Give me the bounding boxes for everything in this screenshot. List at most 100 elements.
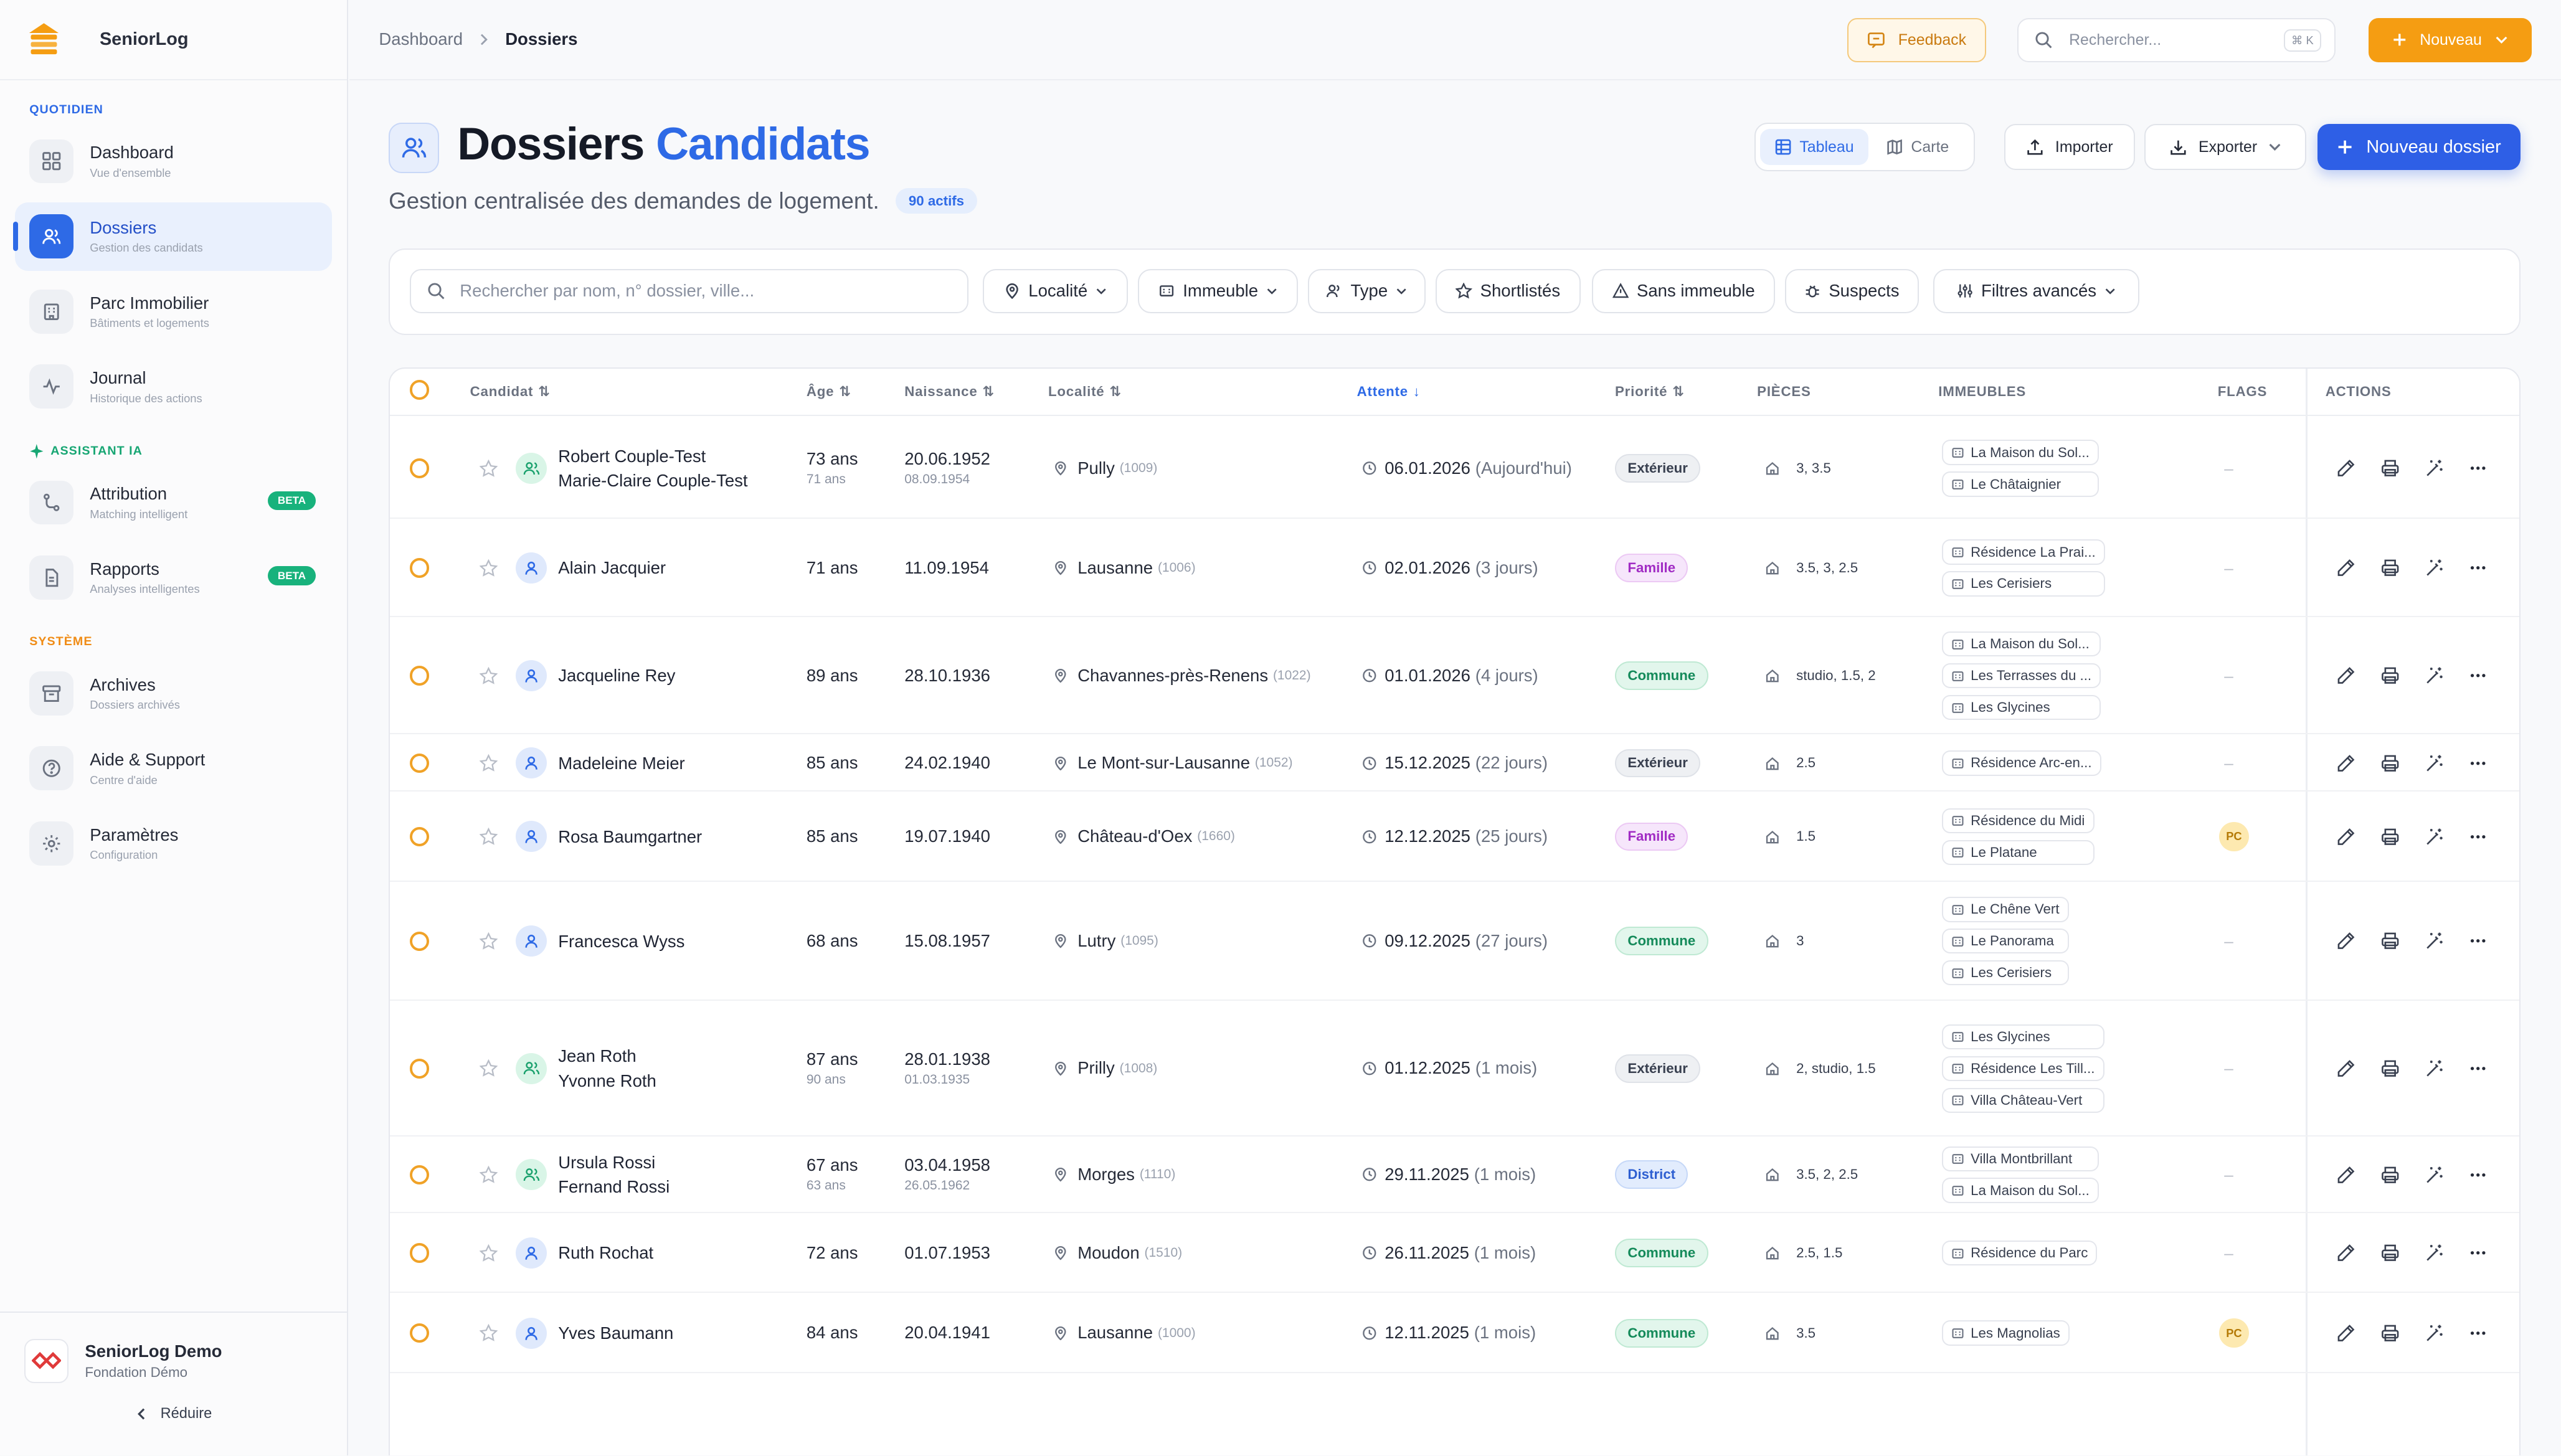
candidate-names[interactable]: Ruth Rochat (558, 1241, 653, 1265)
sidebar-item-archives[interactable]: Archives Dossiers archivés (15, 659, 332, 727)
building-chip[interactable]: La Maison du Sol... (1941, 631, 2101, 657)
magic-wand-icon[interactable] (2422, 1321, 2446, 1345)
shortlist-toggle[interactable] (476, 617, 501, 735)
sidebar-item-dashboard[interactable]: Dashboard Vue d'ensemble (15, 127, 332, 196)
collapse-sidebar-button[interactable]: Réduire (0, 1406, 348, 1422)
print-icon[interactable] (2378, 456, 2402, 480)
building-chip[interactable]: Villa Montbrillant (1941, 1146, 2099, 1171)
print-icon[interactable] (2378, 1163, 2402, 1187)
building-chip[interactable]: Résidence La Prai... (1941, 539, 2105, 565)
candidate-names[interactable]: Francesca Wyss (558, 929, 684, 953)
new-dossier-button[interactable]: Nouveau dossier (2317, 124, 2521, 170)
header-attente[interactable]: Attente ↓ (1357, 384, 1421, 400)
more-icon[interactable] (2466, 825, 2490, 849)
print-icon[interactable] (2378, 1056, 2402, 1080)
header-localite[interactable]: Localité ⇅ (1048, 384, 1122, 400)
candidate-cell[interactable]: Alain Jacquier (558, 519, 666, 617)
candidate-cell[interactable]: Francesca Wyss (558, 882, 684, 1001)
table-row[interactable]: Francesca Wyss 68 ans 15.08.1957 Lutry (1095… (390, 882, 2519, 1001)
print-icon[interactable] (2378, 1241, 2402, 1265)
print-icon[interactable] (2378, 825, 2402, 849)
candidate-cell[interactable]: Yves Baumann (558, 1293, 673, 1373)
candidate-cell[interactable]: Jean Roth Yvonne Roth (558, 1001, 656, 1137)
building-chip[interactable]: Le Platane (1941, 839, 2095, 866)
table-row[interactable]: Robert Couple-Test Marie-Claire Couple-Te… (390, 418, 2519, 519)
magic-wand-icon[interactable] (2422, 555, 2446, 580)
header-age[interactable]: Âge ⇅ (807, 384, 851, 400)
brand[interactable]: SeniorLog (0, 0, 347, 80)
building-chip[interactable]: Les Glycines (1941, 1024, 2104, 1050)
building-chip[interactable]: La Maison du Sol... (1941, 1178, 2099, 1203)
building-chip[interactable]: Le Panorama (1941, 929, 2069, 954)
shortlist-toggle[interactable] (476, 792, 501, 881)
sidebar-item-journal[interactable]: Journal Historique des actions (15, 352, 332, 421)
more-icon[interactable] (2466, 555, 2490, 580)
print-icon[interactable] (2378, 1321, 2402, 1345)
table-row[interactable]: Jean Roth Yvonne Roth 87 ans 90 ans 28.01.19… (390, 1001, 2519, 1137)
print-icon[interactable] (2378, 751, 2402, 775)
sidebar-item-parc-immobilier[interactable]: Parc Immobilier Bâtiments et logements (15, 277, 332, 346)
print-icon[interactable] (2378, 663, 2402, 688)
candidate-cell[interactable]: Madeleine Meier (558, 735, 684, 792)
filter-type[interactable]: Type (1307, 269, 1426, 313)
breadcrumb-dashboard[interactable]: Dashboard (379, 29, 463, 49)
more-icon[interactable] (2466, 1321, 2490, 1345)
row-select-checkbox[interactable] (409, 792, 430, 881)
candidate-names[interactable]: Rosa Baumgartner (558, 825, 702, 849)
import-button[interactable]: Importer (2004, 124, 2135, 170)
view-table-button[interactable]: Tableau (1760, 129, 1869, 165)
magic-wand-icon[interactable] (2422, 751, 2446, 775)
nouveau-button[interactable]: Nouveau (2368, 17, 2532, 62)
more-icon[interactable] (2466, 751, 2490, 775)
edit-icon[interactable] (2334, 825, 2358, 849)
building-chip[interactable]: Les Cerisiers (1941, 571, 2105, 597)
magic-wand-icon[interactable] (2422, 1241, 2446, 1265)
table-row[interactable]: Alain Jacquier 71 ans 11.09.1954 Lausanne (1… (390, 519, 2519, 617)
edit-icon[interactable] (2334, 555, 2358, 580)
sidebar-item-aide-support[interactable]: Aide & Support Centre d'aide (15, 734, 332, 803)
shortlist-toggle[interactable] (476, 519, 501, 617)
candidate-names[interactable]: Robert Couple-Test Marie-Claire Couple-Te… (558, 444, 747, 493)
global-search-input[interactable]: Rechercher... ⌘ K (2017, 17, 2336, 62)
magic-wand-icon[interactable] (2422, 1056, 2446, 1080)
magic-wand-icon[interactable] (2422, 663, 2446, 688)
building-chip[interactable]: La Maison du Sol... (1941, 440, 2099, 465)
candidate-names[interactable]: Ursula Rossi Fernand Rossi (558, 1150, 670, 1199)
building-chip[interactable]: Les Glycines (1941, 694, 2101, 721)
building-chip[interactable]: Les Magnolias (1941, 1320, 2070, 1346)
candidate-cell[interactable]: Jacqueline Rey (558, 617, 675, 735)
building-chip[interactable]: Le Châtaignier (1941, 471, 2099, 497)
magic-wand-icon[interactable] (2422, 456, 2446, 480)
building-chip[interactable]: Résidence du Midi (1941, 808, 2095, 834)
row-select-checkbox[interactable] (409, 617, 430, 735)
row-select-checkbox[interactable] (409, 735, 430, 792)
filter-sans-immeuble[interactable]: Sans immeuble (1592, 269, 1776, 313)
view-map-button[interactable]: Carte (1872, 129, 1963, 165)
shortlist-toggle[interactable] (476, 418, 501, 519)
org-switcher[interactable]: SeniorLog Demo Fondation Démo (0, 1313, 348, 1383)
edit-icon[interactable] (2334, 1321, 2358, 1345)
building-chip[interactable]: Résidence Les Till... (1941, 1056, 2104, 1082)
building-chip[interactable]: Le Chêne Vert (1941, 897, 2069, 922)
building-chip[interactable]: Villa Château-Vert (1941, 1087, 2104, 1113)
candidate-cell[interactable]: Ursula Rossi Fernand Rossi (558, 1137, 670, 1213)
edit-icon[interactable] (2334, 929, 2358, 953)
table-row[interactable]: Madeleine Meier 85 ans 24.02.1940 Le Mont-s… (390, 735, 2519, 792)
shortlist-toggle[interactable] (476, 882, 501, 1001)
table-row[interactable]: Yves Baumann 84 ans 20.04.1941 Lausanne (100… (390, 1293, 2519, 1373)
filter-immeuble[interactable]: Immeuble (1138, 269, 1299, 313)
more-icon[interactable] (2466, 663, 2490, 688)
row-select-checkbox[interactable] (409, 1293, 430, 1373)
filter-localite[interactable]: Localité (983, 269, 1129, 313)
shortlist-toggle[interactable] (476, 1213, 501, 1293)
edit-icon[interactable] (2334, 456, 2358, 480)
shortlist-toggle[interactable] (476, 1001, 501, 1137)
sidebar-item-parametres[interactable]: Paramètres Configuration (15, 809, 332, 877)
select-all-checkbox[interactable] (409, 380, 430, 400)
header-candidat[interactable]: Candidat ⇅ (470, 384, 551, 400)
candidate-names[interactable]: Alain Jacquier (558, 555, 666, 580)
filter-shortlistes[interactable]: Shortlistés (1435, 269, 1581, 313)
edit-icon[interactable] (2334, 751, 2358, 775)
shortlist-toggle[interactable] (476, 1137, 501, 1213)
export-button[interactable]: Exporter (2144, 124, 2306, 170)
